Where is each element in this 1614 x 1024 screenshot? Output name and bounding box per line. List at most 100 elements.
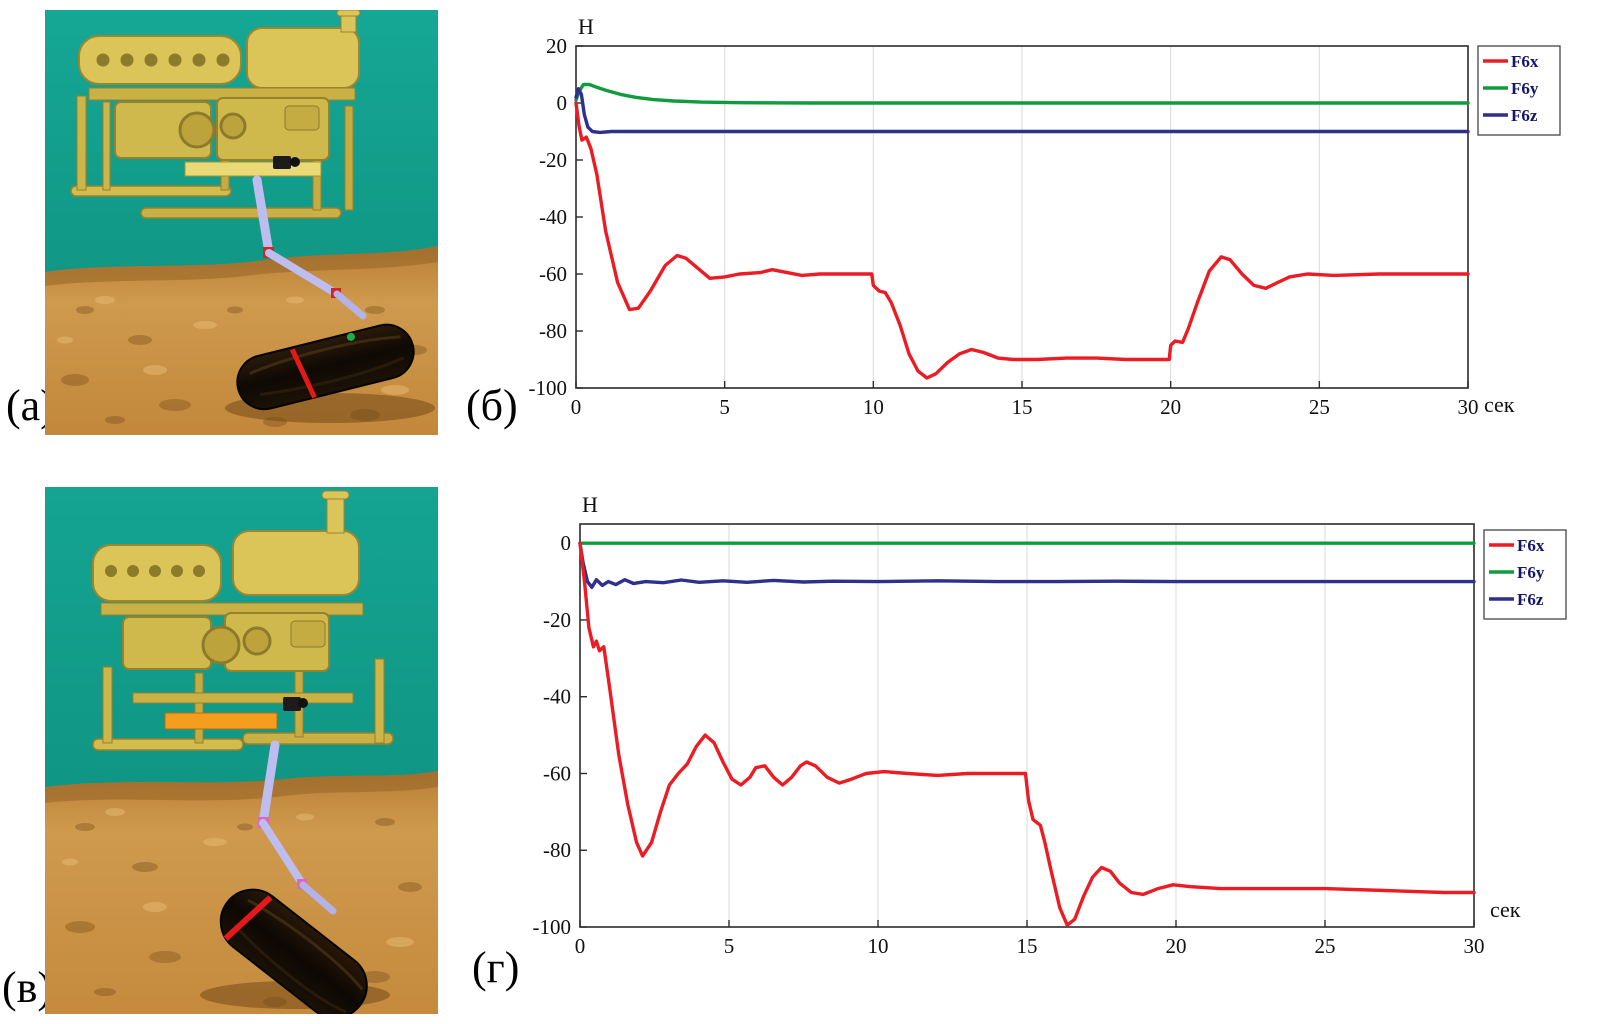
rov-vehicle [92,490,394,751]
x-axis-label: сек [1490,897,1521,922]
rov-pontoon-holes [96,53,230,67]
y-tick-label: -20 [539,148,567,172]
rov-skid [70,185,232,197]
rov-mast-cap [336,10,361,17]
x-tick-label: 20 [1166,934,1187,958]
x-tick-label: 5 [724,934,735,958]
rov-vehicle [70,10,361,219]
sand-horizon [45,246,438,286]
series-F6y [574,82,1470,105]
pipe-strap [289,348,317,399]
arm-gripper [299,881,337,915]
pipe-object [236,323,415,411]
legend-label-F6y: F6y [1517,563,1545,582]
x-tick-label: 15 [1017,934,1038,958]
rov-skid [242,732,394,745]
x-tick-label: 0 [571,395,582,419]
rov-skid [140,207,342,219]
legend-label-F6z: F6z [1517,590,1544,609]
x-tick-label: 25 [1315,934,1336,958]
rov-skid [92,738,244,751]
rov-box [284,105,320,131]
rov-strut [102,666,113,744]
legend-label-F6y: F6y [1511,79,1539,98]
pipe-object [219,888,368,1014]
x-tick-label: 0 [575,934,586,958]
series-F6z [574,87,1470,135]
y-tick-label: 0 [557,91,568,115]
rov-pontoon-left [78,35,242,85]
legend-label-F6x: F6x [1517,536,1545,555]
x-axis-label: сек [1484,392,1515,417]
rov-camera-lens [298,698,308,708]
x-tick-label: 15 [1012,395,1033,419]
y-tick-label: 20 [546,34,567,58]
legend-label-F6z: F6z [1511,106,1538,125]
y-tick-label: -100 [529,376,568,400]
rov-camera [273,156,291,169]
arm-segment [258,740,280,828]
rov-camera [283,697,301,711]
rov-strut [76,95,87,191]
rov-strut [102,101,111,191]
y-tick-label: 0 [561,531,572,555]
arm-gripper [333,290,367,320]
y-tick-label: -60 [539,262,567,286]
rov-mast [326,494,345,534]
sand-horizon [45,771,438,803]
y-tick-label: -80 [543,838,571,862]
rov-thruster [201,625,241,665]
rov-thruster [219,112,247,140]
panel-label-b: (б) [466,381,518,430]
y-tick-label: -80 [539,319,567,343]
y-tick-label: -100 [533,915,572,939]
arm-segment [265,249,341,298]
y-axis-label: Н [578,14,594,39]
x-tick-label: 10 [868,934,889,958]
x-tick-label: 30 [1458,395,1479,419]
manipulator-arm [258,740,337,915]
rov-strut [194,672,204,744]
y-tick-label: -60 [543,761,571,785]
legend-label-F6x: F6x [1511,52,1539,71]
x-tick-label: 5 [719,395,730,419]
arm-segment [252,175,274,258]
rov-brace [132,692,354,704]
series-F6x [578,541,1476,927]
x-tick-label: 10 [863,395,884,419]
rov-tray [164,712,278,730]
pipe-marker [346,332,355,341]
rov-mast-cap [321,490,350,500]
rov-strut [374,658,385,744]
pipe-strap [223,895,273,941]
x-tick-label: 30 [1464,934,1485,958]
panel-label-v: (в) [2,963,53,1012]
x-tick-label: 25 [1309,395,1330,419]
panel-label-g: (г) [472,943,520,992]
rov-module [122,616,212,670]
x-tick-label: 20 [1160,395,1181,419]
rov-box [290,620,326,648]
y-tick-label: -40 [539,205,567,229]
rov-scene-a [45,10,438,435]
series-F6x [574,101,1470,380]
rov-strut [344,105,354,211]
sand-highlights [62,808,414,947]
series-F6z [578,541,1476,590]
rov-scene-v [45,487,438,1014]
rov-pontoon-right [232,530,360,596]
rov-camera-lens [290,157,300,167]
y-axis-label: Н [582,492,598,517]
y-tick-label: -40 [543,685,571,709]
manipulator-arm [252,175,367,320]
rov-thruster [178,111,216,149]
arm-segment [259,819,307,889]
sand-highlights [57,296,409,395]
rov-pontoon-right [246,27,360,89]
rov-pontoon-holes [105,565,205,577]
y-tick-label: -20 [543,608,571,632]
rov-thruster [242,626,272,656]
